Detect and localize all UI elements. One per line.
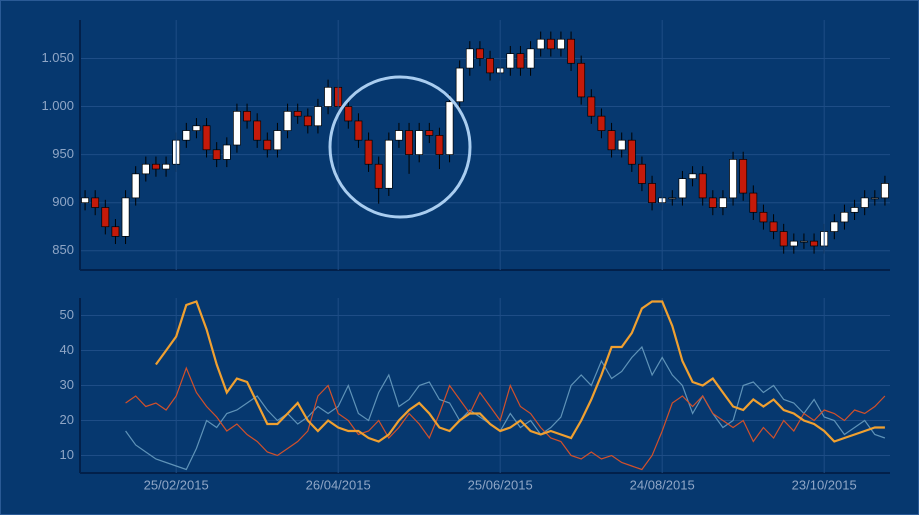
candle-body bbox=[273, 130, 282, 151]
x-tick-label: 25/06/2015 bbox=[468, 477, 533, 492]
y-tick-label: 950 bbox=[52, 146, 74, 161]
candle-body bbox=[739, 159, 748, 194]
candle-body bbox=[476, 48, 484, 59]
candle-body bbox=[415, 130, 424, 155]
plot-layer: 850 900 950 1.000 1.050 10 20 30 40 50 25/02/2015 2… bbox=[41, 20, 890, 492]
candle-body bbox=[577, 62, 586, 98]
y-tick-label: 850 bbox=[52, 242, 74, 257]
candle-body bbox=[678, 178, 687, 199]
candle-body bbox=[293, 110, 302, 117]
candle-body bbox=[91, 197, 100, 208]
candle-body bbox=[253, 120, 262, 141]
indicator-line bbox=[125, 366, 886, 471]
candle-body bbox=[455, 67, 464, 103]
candle-body bbox=[567, 38, 575, 64]
candle-body bbox=[192, 125, 201, 131]
y-tick-label: 40 bbox=[60, 342, 74, 357]
candle-body bbox=[111, 226, 120, 237]
x-tick-label: 26/04/2015 bbox=[306, 477, 371, 492]
y-tick-label: 10 bbox=[60, 447, 74, 462]
candle-body bbox=[870, 197, 879, 200]
candle-body bbox=[769, 221, 778, 232]
candle-body bbox=[405, 130, 413, 155]
candle-body bbox=[303, 115, 312, 127]
candle-body bbox=[536, 38, 545, 50]
candle-body bbox=[627, 139, 636, 165]
candle-body bbox=[101, 207, 110, 228]
candle-body bbox=[344, 106, 353, 122]
candle-body bbox=[729, 159, 737, 199]
candle-body bbox=[364, 139, 373, 165]
candle-body bbox=[81, 197, 89, 204]
candle-body bbox=[860, 197, 869, 208]
candle-body bbox=[222, 144, 231, 160]
candle-body bbox=[516, 53, 525, 69]
candle-body bbox=[263, 139, 272, 151]
candle-body bbox=[162, 163, 170, 170]
candle-body bbox=[810, 240, 818, 247]
candle-body bbox=[708, 197, 717, 208]
candle-body bbox=[212, 149, 221, 160]
candle-body bbox=[830, 221, 839, 232]
x-tick-label: 23/10/2015 bbox=[792, 477, 857, 492]
candle-body bbox=[850, 207, 859, 213]
candle-body bbox=[445, 101, 454, 155]
candle-body bbox=[202, 125, 211, 151]
candle-body bbox=[719, 197, 727, 208]
candle-body bbox=[486, 58, 494, 74]
candle-body bbox=[152, 163, 160, 170]
candle-body bbox=[182, 130, 191, 141]
candle-body bbox=[779, 231, 788, 247]
y-tick-label: 900 bbox=[52, 194, 74, 209]
candle-body bbox=[314, 106, 322, 127]
candle-body bbox=[374, 163, 383, 189]
candle-body bbox=[395, 130, 403, 141]
candle-body bbox=[638, 163, 646, 184]
candle-body bbox=[668, 197, 677, 200]
highlight-circle bbox=[328, 75, 472, 219]
candle-body bbox=[557, 38, 565, 50]
y-tick-label: 20 bbox=[60, 412, 74, 427]
candle-body bbox=[131, 173, 140, 199]
y-tick-label: 50 bbox=[60, 307, 74, 322]
candle-body bbox=[607, 130, 616, 151]
y-tick-label: 1.050 bbox=[41, 50, 74, 65]
candle-body bbox=[233, 110, 241, 146]
candle-body bbox=[324, 86, 332, 107]
x-tick-label: 25/02/2015 bbox=[144, 477, 209, 492]
candle-body bbox=[648, 183, 656, 204]
candle-body bbox=[597, 115, 606, 131]
candle-body bbox=[881, 183, 889, 199]
candle-body bbox=[759, 211, 768, 223]
candle-body bbox=[587, 96, 596, 117]
candle-body bbox=[800, 240, 808, 243]
candle-body bbox=[688, 173, 697, 180]
candle-body bbox=[749, 192, 758, 213]
candle-body bbox=[283, 110, 292, 131]
candle-body bbox=[435, 135, 444, 155]
candle-body bbox=[526, 48, 535, 69]
candle-body bbox=[121, 197, 130, 237]
candle-body bbox=[384, 139, 393, 189]
candle-body bbox=[546, 38, 555, 50]
candle-body bbox=[506, 53, 515, 69]
candle-body bbox=[243, 110, 251, 122]
indicator-line bbox=[125, 345, 886, 471]
candle-body bbox=[465, 48, 474, 69]
indicator-line bbox=[155, 300, 885, 443]
candle-body bbox=[698, 173, 707, 199]
x-tick-label: 24/08/2015 bbox=[630, 477, 695, 492]
candle-body bbox=[425, 130, 434, 136]
y-tick-label: 30 bbox=[60, 377, 74, 392]
candle-body bbox=[789, 240, 798, 247]
candle-body bbox=[840, 211, 849, 223]
candle-body bbox=[617, 139, 626, 151]
candle-body bbox=[141, 163, 150, 175]
candle-body bbox=[354, 120, 363, 141]
y-tick-label: 1.000 bbox=[41, 98, 74, 113]
